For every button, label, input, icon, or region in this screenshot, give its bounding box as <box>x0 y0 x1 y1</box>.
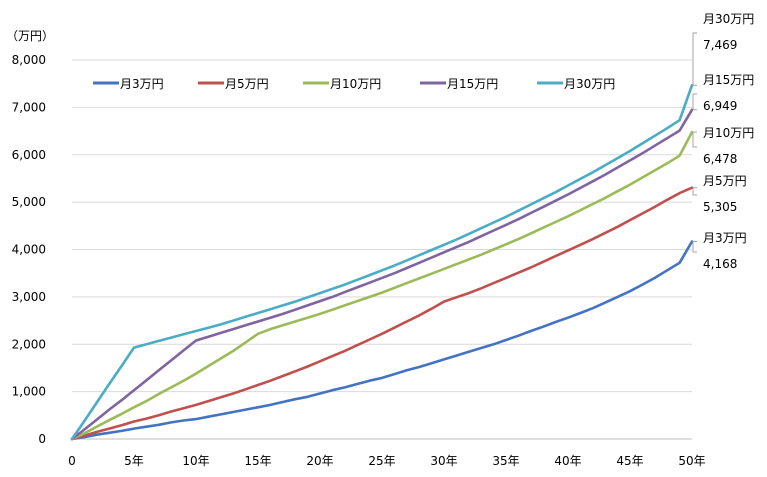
x-tick-label: 40年 <box>554 454 581 468</box>
end-label-name: 月15万円 <box>703 73 754 87</box>
legend-label-1: 月5万円 <box>225 77 269 91</box>
x-tick-label: 45年 <box>616 454 643 468</box>
end-label-value: 4,168 <box>703 257 737 271</box>
end-label-name: 月30万円 <box>703 12 754 26</box>
y-tick-label: 3,000 <box>12 290 46 304</box>
end-label-name: 月3万円 <box>703 231 747 245</box>
y-tick-label: 6,000 <box>12 148 46 162</box>
x-tick-label: 35年 <box>492 454 519 468</box>
x-tick-label: 0 <box>68 454 76 468</box>
end-label-name: 月10万円 <box>703 126 754 140</box>
y-tick-label: 1,000 <box>12 385 46 399</box>
legend-label-0: 月3万円 <box>120 77 164 91</box>
end-label-leader <box>692 241 697 253</box>
legend: 月3万円 月5万円 月10万円 月15万円 月30万円 <box>93 77 615 91</box>
series-line-0 <box>70 240 694 441</box>
y-axis-tick-labels: 0 1,000 2,000 3,000 4,000 5,000 6,000 7,000 8,00… <box>12 53 46 446</box>
x-tick-label: 25年 <box>368 454 395 468</box>
end-label-value: 6,478 <box>703 152 737 166</box>
x-tick-label: 20年 <box>306 454 333 468</box>
end-label-leader <box>692 32 697 86</box>
y-tick-label: 8,000 <box>12 53 46 67</box>
end-label-value: 6,949 <box>703 99 737 113</box>
series-lines <box>70 83 694 441</box>
x-tick-label: 15年 <box>244 454 271 468</box>
end-label-name: 月5万円 <box>703 174 747 188</box>
end-label-value: 5,305 <box>703 200 737 214</box>
gridlines <box>72 59 692 440</box>
legend-label-2: 月10万円 <box>330 77 381 91</box>
y-tick-label: 5,000 <box>12 195 46 209</box>
x-tick-label: 10年 <box>182 454 209 468</box>
end-label-leader <box>692 131 697 148</box>
legend-label-4: 月30万円 <box>564 77 615 91</box>
y-tick-label: 2,000 <box>12 337 46 351</box>
x-tick-label: 50年 <box>678 454 705 468</box>
y-tick-label: 7,000 <box>12 100 46 114</box>
end-label-value: 7,469 <box>703 38 737 52</box>
series-line-1 <box>70 186 694 441</box>
end-label-leader <box>692 93 697 111</box>
y-axis-unit-label: （万円） <box>6 29 54 43</box>
x-tick-label: 5年 <box>124 454 144 468</box>
series-end-labels: 月30万円 7,469 月15万円 6,949 月10万円 6,478 月5万円 5,305 月… <box>692 12 754 271</box>
series-line-2 <box>70 130 694 441</box>
y-tick-label: 4,000 <box>12 243 46 257</box>
x-tick-label: 30年 <box>430 454 457 468</box>
end-label-leader <box>692 187 697 196</box>
series-line-4 <box>70 83 694 441</box>
legend-label-3: 月15万円 <box>447 77 498 91</box>
series-line-3 <box>70 108 694 441</box>
y-tick-label: 0 <box>38 432 46 446</box>
x-axis-tick-labels: 0 5年 10年 15年 20年 25年 30年 35年 40年 45年 50年 <box>68 454 705 468</box>
